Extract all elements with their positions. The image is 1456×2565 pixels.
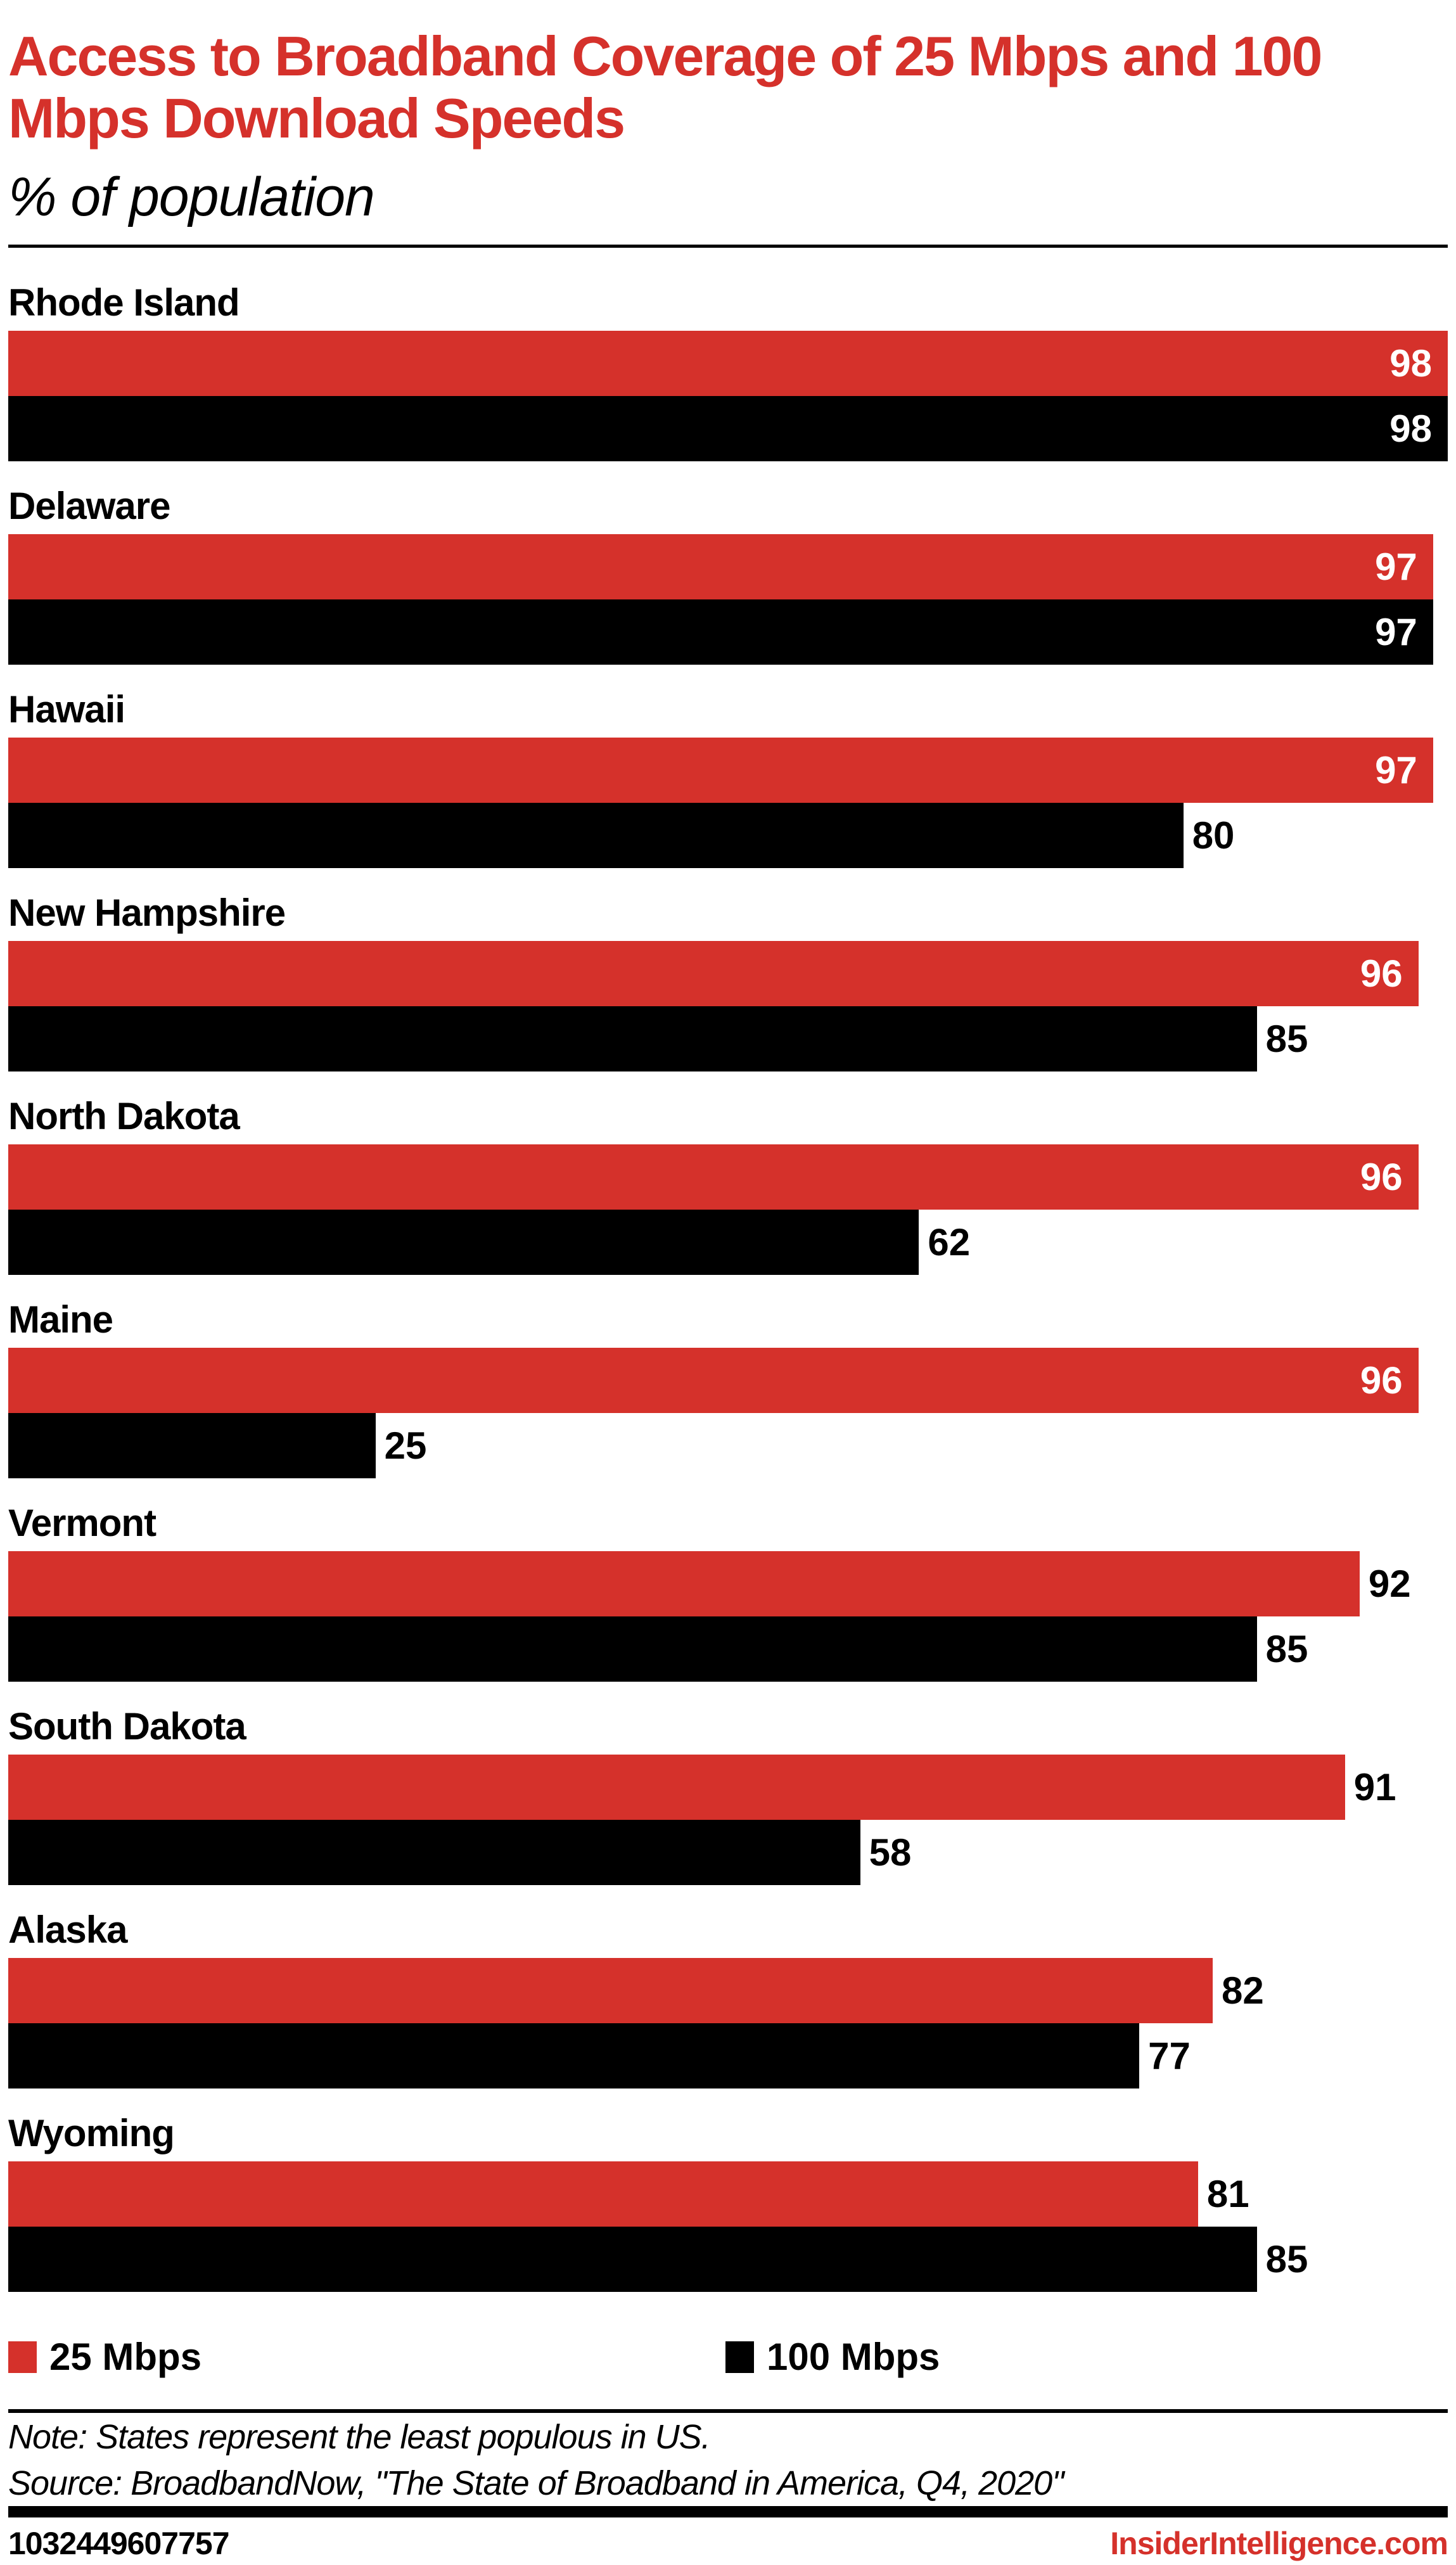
data-label: 97 <box>1375 546 1417 588</box>
legend-label: 100 Mbps <box>767 2336 940 2378</box>
plot-area: Rhode Island 98 98 Delaware 97 97 Hawaii 97 80 Ne… <box>8 281 1448 2292</box>
data-label: 82 <box>1222 1969 1264 2012</box>
data-label: 97 <box>1375 611 1417 653</box>
legend-label: 25 Mbps <box>49 2336 202 2378</box>
data-label: 80 <box>1192 814 1235 857</box>
bar-100mbps <box>8 1820 860 1885</box>
bar-25mbps <box>8 1551 1360 1616</box>
category-label: South Dakota <box>8 1705 246 1748</box>
data-label: 91 <box>1353 1766 1396 1808</box>
chart-title: Access to Broadband Coverage of 25 Mbps … <box>8 25 1322 150</box>
data-label: 62 <box>928 1221 971 1263</box>
bar-25mbps <box>8 1348 1419 1413</box>
bar-100mbps <box>8 2023 1140 2088</box>
chart-subtitle: % of population <box>8 167 375 227</box>
bar-100mbps <box>8 2227 1257 2292</box>
bar-25mbps <box>8 738 1433 803</box>
data-label: 97 <box>1375 749 1417 791</box>
chart-id: 1032449607757 <box>8 2526 229 2561</box>
category-label: Vermont <box>8 1502 156 1544</box>
bar-100mbps <box>8 1210 919 1275</box>
data-label: 85 <box>1265 1018 1308 1060</box>
bar-100mbps <box>8 1413 376 1478</box>
data-label: 96 <box>1360 1359 1403 1402</box>
bar-25mbps <box>8 1958 1213 2023</box>
footer-bar <box>8 2506 1448 2517</box>
category-label: Delaware <box>8 485 170 527</box>
bar-25mbps <box>8 331 1448 396</box>
data-label: 58 <box>869 1831 912 1874</box>
category-label: Hawaii <box>8 688 125 731</box>
data-label: 98 <box>1389 407 1432 450</box>
bar-25mbps <box>8 941 1419 1006</box>
category-label: Wyoming <box>8 2112 175 2154</box>
category-label: North Dakota <box>8 1095 240 1137</box>
data-label: 25 <box>384 1424 427 1467</box>
data-label: 96 <box>1360 952 1403 995</box>
note-text: Note: States represent the least populou… <box>8 2418 711 2456</box>
bar-100mbps <box>8 1006 1257 1071</box>
legend-item-100mbps: 100 Mbps <box>725 2338 940 2376</box>
category-label: Maine <box>8 1298 113 1341</box>
bar-100mbps <box>8 803 1184 868</box>
category-label: Alaska <box>8 1909 127 1951</box>
header-divider <box>8 245 1448 248</box>
legend-item-25mbps: 25 Mbps <box>8 2338 201 2376</box>
bar-25mbps <box>8 1144 1419 1210</box>
bar-100mbps <box>8 1616 1257 1682</box>
source-text: Source: BroadbandNow, "The State of Broa… <box>8 2464 1064 2502</box>
data-label: 96 <box>1360 1156 1403 1198</box>
brand-logo[interactable]: InsiderIntelligence.com <box>1110 2526 1448 2561</box>
bar-25mbps <box>8 1755 1345 1820</box>
category-label: Rhode Island <box>8 281 240 324</box>
legend-swatch-red <box>8 2341 37 2373</box>
bar-25mbps <box>8 2161 1198 2227</box>
bar-25mbps <box>8 534 1433 599</box>
data-label: 81 <box>1206 2173 1249 2215</box>
data-label: 92 <box>1368 1563 1411 1605</box>
footer-divider <box>8 2409 1448 2413</box>
bar-100mbps <box>8 396 1448 461</box>
data-label: 98 <box>1389 342 1432 385</box>
data-label: 85 <box>1265 1628 1308 1670</box>
legend-swatch-black <box>725 2341 754 2373</box>
data-label: 77 <box>1148 2035 1191 2077</box>
bar-100mbps <box>8 599 1433 665</box>
category-label: New Hampshire <box>8 892 286 934</box>
data-label: 85 <box>1265 2238 1308 2280</box>
